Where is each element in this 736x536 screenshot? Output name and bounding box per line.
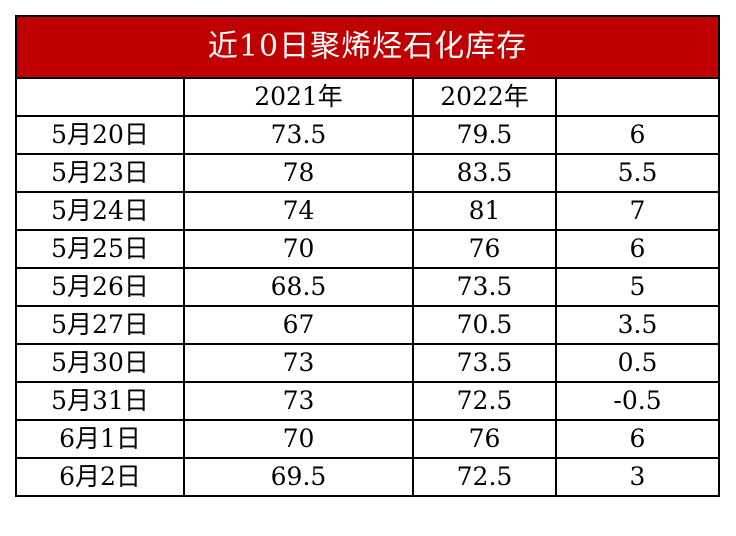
value-2021-cell: 70	[183, 229, 414, 269]
header-cell-date	[15, 77, 185, 117]
date-cell: 6月1日	[15, 419, 185, 459]
title-row: 近10日聚烯烃石化库存	[15, 15, 720, 79]
value-2022-cell: 73.5	[412, 343, 557, 383]
value-2021-cell: 67	[183, 305, 414, 345]
date-cell: 5月23日	[15, 153, 185, 193]
date-cell: 5月20日	[15, 115, 185, 155]
date-cell: 5月30日	[15, 343, 185, 383]
difference-cell: 3	[555, 457, 720, 497]
inventory-table-container: 近10日聚烯烃石化库存 2021年 2022年 5月20日 73.5 79.5 6 5月…	[15, 15, 720, 497]
value-2022-cell: 76	[412, 419, 557, 459]
table-row: 5月20日 73.5 79.5 6	[15, 115, 720, 155]
date-cell: 5月24日	[15, 191, 185, 231]
difference-cell: 5	[555, 267, 720, 307]
value-2021-cell: 69.5	[183, 457, 414, 497]
inventory-table: 近10日聚烯烃石化库存 2021年 2022年 5月20日 73.5 79.5 6 5月…	[15, 15, 720, 497]
value-2021-cell: 68.5	[183, 267, 414, 307]
difference-cell: 7	[555, 191, 720, 231]
table-row: 6月2日 69.5 72.5 3	[15, 457, 720, 497]
value-2022-cell: 72.5	[412, 457, 557, 497]
value-2021-cell: 73	[183, 381, 414, 421]
value-2021-cell: 70	[183, 419, 414, 459]
table-row: 6月1日 70 76 6	[15, 419, 720, 459]
table-row: 5月31日 73 72.5 -0.5	[15, 381, 720, 421]
table-row: 5月26日 68.5 73.5 5	[15, 267, 720, 307]
value-2022-cell: 79.5	[412, 115, 557, 155]
difference-cell: 0.5	[555, 343, 720, 383]
table-row: 5月30日 73 73.5 0.5	[15, 343, 720, 383]
value-2021-cell: 73.5	[183, 115, 414, 155]
header-row: 2021年 2022年	[15, 77, 720, 117]
value-2022-cell: 83.5	[412, 153, 557, 193]
value-2022-cell: 70.5	[412, 305, 557, 345]
table-title: 近10日聚烯烃石化库存	[15, 15, 720, 79]
difference-cell: 6	[555, 229, 720, 269]
date-cell: 5月27日	[15, 305, 185, 345]
header-cell-diff	[555, 77, 720, 117]
difference-cell: -0.5	[555, 381, 720, 421]
value-2022-cell: 72.5	[412, 381, 557, 421]
difference-cell: 6	[555, 115, 720, 155]
value-2022-cell: 81	[412, 191, 557, 231]
date-cell: 6月2日	[15, 457, 185, 497]
header-cell-2021: 2021年	[183, 77, 414, 117]
date-cell: 5月25日	[15, 229, 185, 269]
difference-cell: 6	[555, 419, 720, 459]
value-2021-cell: 73	[183, 343, 414, 383]
table-row: 5月25日 70 76 6	[15, 229, 720, 269]
difference-cell: 5.5	[555, 153, 720, 193]
value-2021-cell: 78	[183, 153, 414, 193]
value-2022-cell: 76	[412, 229, 557, 269]
date-cell: 5月31日	[15, 381, 185, 421]
value-2022-cell: 73.5	[412, 267, 557, 307]
difference-cell: 3.5	[555, 305, 720, 345]
date-cell: 5月26日	[15, 267, 185, 307]
table-row: 5月23日 78 83.5 5.5	[15, 153, 720, 193]
header-cell-2022: 2022年	[412, 77, 557, 117]
table-row: 5月24日 74 81 7	[15, 191, 720, 231]
value-2021-cell: 74	[183, 191, 414, 231]
table-row: 5月27日 67 70.5 3.5	[15, 305, 720, 345]
